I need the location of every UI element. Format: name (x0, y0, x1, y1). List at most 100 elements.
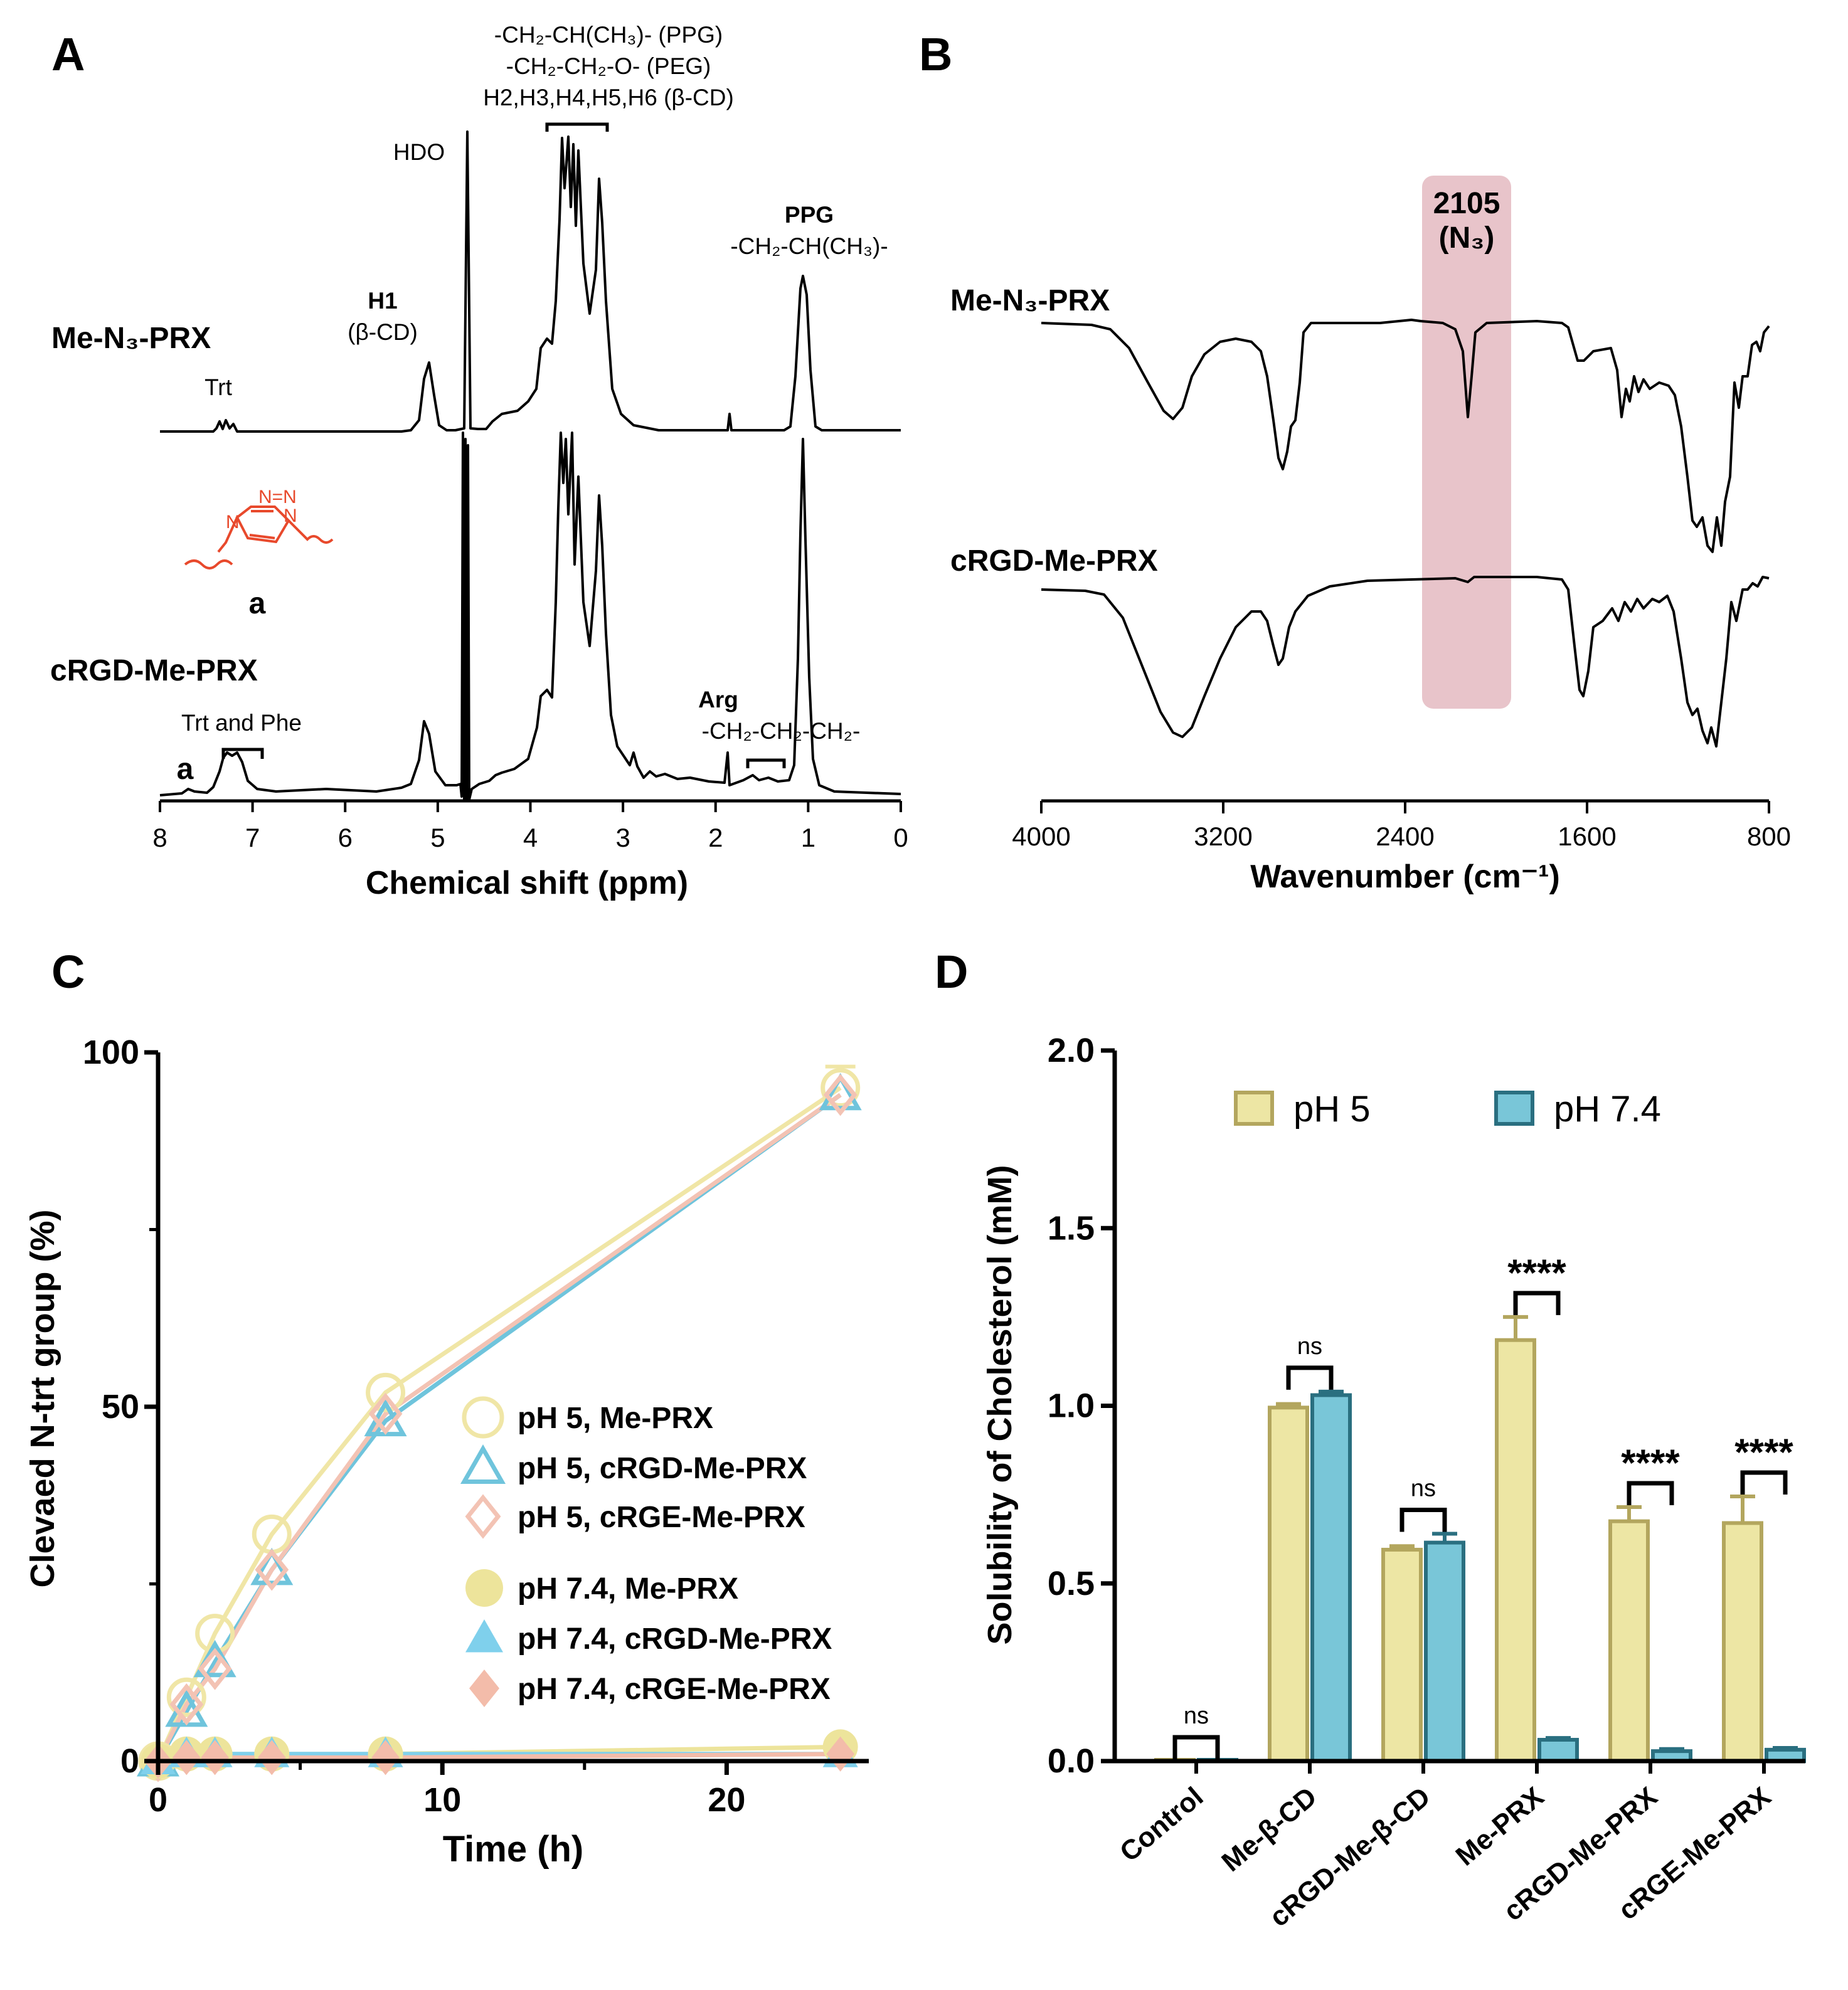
nmr-sample-2-label: cRGD-Me-PRX (50, 654, 258, 687)
cleavage-point-s0-4 (366, 1372, 406, 1412)
cleavage-y-tick-label: 100 (83, 1034, 139, 1071)
nmr-x-tick-label: 8 (152, 823, 167, 852)
ir-x-tick-label: 3200 (1194, 822, 1252, 851)
nmr-sample-1-label: Me-N₃-PRX (51, 322, 211, 355)
cleavage-y-tick-label: 0 (120, 1742, 139, 1780)
solubility-sig-label-5: **** (1734, 1431, 1793, 1473)
solubility-sig-label-4: **** (1621, 1442, 1680, 1484)
cleavage-point-s2-2 (198, 1648, 232, 1690)
cleavage-point-s5-4 (371, 1740, 400, 1776)
nmr-annotation-trt: Trt (204, 374, 233, 400)
cleavage-legend-marker-0 (462, 1396, 504, 1439)
cleavage-x-axis-label: Time (h) (443, 1829, 584, 1870)
nmr-x-tick-label: 7 (245, 823, 260, 852)
solubility-sig-bracket-4 (1627, 1481, 1674, 1505)
nmr-x-tick-label: 0 (893, 823, 908, 852)
ir-x-tick-label: 800 (1747, 822, 1791, 851)
solubility-bar-1-0 (1268, 1405, 1309, 1763)
nmr-annotation-arg-title: Arg (698, 687, 738, 712)
nmr-x-tick-label: 2 (708, 823, 723, 852)
solubility-y-tick-label: 1.0 (1048, 1387, 1095, 1425)
panel-b-label: B (919, 28, 952, 80)
solubility-y-axis-label: Solubility of Cholesterol (mM) (981, 1165, 1019, 1645)
triazole-structure: N N=N N (184, 487, 334, 569)
cleavage-point-s2-1 (169, 1683, 204, 1726)
triazole-n-atom-1: N (226, 512, 240, 532)
solubility-sig-bracket-1 (1286, 1365, 1334, 1390)
triazole-n-atom-3: N (284, 505, 297, 526)
ir-highlight-group: (N₃) (1439, 221, 1495, 255)
cleavage-legend: pH 5, Me-PRX pH 5, cRGD-Me-PRX pH 5, cRGE-… (460, 1396, 832, 1707)
cleavage-point-s1-5 (819, 1072, 862, 1111)
cleavage-line-0 (156, 1086, 842, 1762)
solubility-sig-label-1: ns (1297, 1333, 1322, 1360)
cleavage-legend-label-0: pH 5, Me-PRX (518, 1402, 713, 1435)
solubility-sig-bracket-3 (1513, 1291, 1561, 1315)
nmr-bracket-trt-phe (221, 748, 264, 759)
ir-trace-crgd-me-prx (1041, 576, 1770, 748)
nmr-annotation-h1: H1 (368, 288, 397, 314)
ir-x-axis-label: Wavenumber (cm⁻¹) (1250, 859, 1560, 895)
nmr-x-tick-label: 4 (523, 823, 538, 852)
panel-c: C 0 50 100 0 10 20 Clevaed N-trt group (%) Ti… (24, 946, 869, 1870)
cleavage-legend-marker-5 (469, 1670, 499, 1707)
nmr-x-ticks: 8 7 6 5 4 3 2 1 0 (152, 801, 908, 852)
cleavage-legend-marker-3 (465, 1569, 503, 1607)
cleavage-legend-label-5: pH 7.4, cRGE-Me-PRX (518, 1673, 831, 1706)
cleavage-x-tick-label: 0 (149, 1781, 167, 1819)
solubility-significance: ns ns ns **** **** **** (1172, 1252, 1793, 1759)
solubility-category-label-0: Control (1114, 1781, 1209, 1868)
cleavage-x-tick-label: 20 (708, 1781, 745, 1819)
panel-d-label: D (935, 946, 968, 998)
solubility-y-tick-label: 0.5 (1048, 1565, 1095, 1602)
nmr-bracket-arg (746, 758, 786, 768)
cleavage-legend-label-3: pH 7.4, Me-PRX (518, 1572, 738, 1606)
nmr-x-tick-label: 5 (430, 823, 445, 852)
nmr-annotation-ppg: -CH₂-CH(CH₃)- (PPG) (494, 22, 723, 48)
nmr-x-axis-label: Chemical shift (ppm) (366, 865, 688, 901)
solubility-y-tick-label: 0.0 (1048, 1742, 1095, 1780)
solubility-legend-swatch-0 (1234, 1091, 1274, 1126)
cleavage-point-s2-5 (823, 1074, 858, 1116)
panel-a: A -CH₂-CH(CH₃)- (PPG) -CH₂-CH₂-O- (PEG) … (50, 22, 908, 901)
solubility-legend-label-1: pH 7.4 (1554, 1089, 1661, 1130)
solubility-bar-2-0 (1381, 1547, 1423, 1764)
nmr-x-tick-label: 3 (615, 823, 630, 852)
solubility-bar-3-1 (1537, 1738, 1579, 1764)
ir-sample-2-label: cRGD-Me-PRX (950, 544, 1158, 578)
nmr-annotation-ppg-title: PPG (785, 202, 834, 228)
ir-x-tick-label: 1600 (1558, 822, 1616, 851)
solubility-sig-bracket-5 (1740, 1470, 1788, 1495)
solubility-bar-2-1 (1424, 1540, 1465, 1764)
cleavage-ticks: 0 50 100 0 10 20 (83, 1034, 746, 1819)
nmr-trace-me-n3-prx (160, 130, 901, 433)
nmr-x-tick-label: 6 (338, 823, 353, 852)
solubility-sig-bracket-0 (1172, 1735, 1220, 1759)
nmr-annotation-arg-group: -CH₂-CH₂-CH₂- (702, 718, 861, 744)
triazole-n-atom-2: N=N (258, 487, 297, 507)
panel-c-label: C (51, 946, 85, 998)
ir-x-tick-label: 2400 (1376, 822, 1434, 851)
cleavage-point-s5-1 (172, 1740, 201, 1776)
solubility-sig-bracket-2 (1399, 1507, 1447, 1532)
nmr-x-tick-label: 1 (801, 823, 815, 852)
cleavage-point-s2-4 (368, 1392, 403, 1435)
solubility-sig-label-2: ns (1411, 1475, 1436, 1501)
cleavage-legend-marker-4 (465, 1619, 503, 1653)
cleavage-point-s5-3 (257, 1740, 286, 1776)
nmr-annotation-peg: -CH₂-CH₂-O- (PEG) (506, 53, 711, 79)
cleavage-legend-label-4: pH 7.4, cRGD-Me-PRX (518, 1622, 832, 1656)
solubility-legend-swatch-1 (1494, 1091, 1534, 1126)
solubility-sig-label-3: **** (1507, 1252, 1566, 1294)
solubility-y-tick-label: 1.5 (1048, 1209, 1095, 1247)
cleavage-y-tick-label: 50 (102, 1388, 139, 1426)
nmr-annotation-h1-sub: (β-CD) (348, 319, 418, 345)
cleavage-legend-marker-1 (460, 1444, 506, 1484)
cleavage-point-s1-3 (250, 1547, 294, 1585)
cleavage-legend-label-1: pH 5, cRGD-Me-PRX (518, 1452, 807, 1485)
nmr-annotation-hdo: HDO (393, 139, 445, 165)
cleavage-x-tick-label: 10 (423, 1781, 461, 1819)
cleavage-point-s0-1 (166, 1677, 206, 1717)
